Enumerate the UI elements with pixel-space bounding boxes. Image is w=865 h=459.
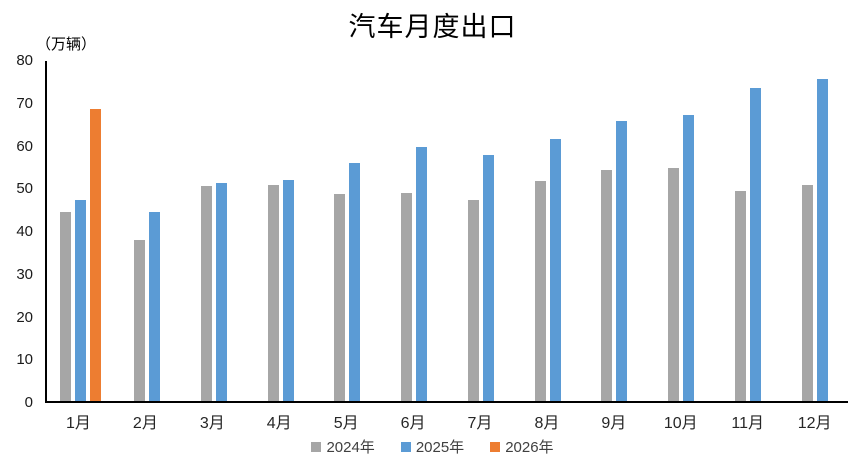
plot-area xyxy=(45,61,848,403)
y-tick-label-10: 10 xyxy=(16,351,33,369)
y-tick-label-40: 40 xyxy=(16,223,33,240)
x-tick-label-10月: 10月 xyxy=(663,415,698,432)
bar-2024年-5月 xyxy=(334,194,346,401)
x-tick-label-1月: 1月 xyxy=(66,415,91,432)
bar-group-5月 xyxy=(314,61,381,401)
bar-group-10月 xyxy=(648,61,715,401)
bar-2025年-12月 xyxy=(816,79,828,401)
chart-legend: 2024年 2025年 2026年 xyxy=(0,436,865,457)
bar-2025年-10月 xyxy=(683,115,695,401)
bar-2025年-5月 xyxy=(349,163,361,401)
bar-group-8月 xyxy=(514,61,581,401)
bar-2025年-2月 xyxy=(149,212,161,401)
x-tick-label-6月: 6月 xyxy=(400,415,426,432)
bar-2024年-2月 xyxy=(134,240,146,401)
bar-group-7月 xyxy=(448,61,515,401)
x-tick-label-8月: 8月 xyxy=(534,415,560,432)
bar-group-9月 xyxy=(581,61,648,401)
bar-group-11月 xyxy=(715,61,782,401)
bar-2025年-1月 xyxy=(74,200,86,401)
y-tick-label-80: 80 xyxy=(16,52,33,69)
bar-group-6月 xyxy=(381,61,448,401)
x-axis-tick-labels: 1月 2月 3月 4月 5月 6月 7月 8月 9月 10月 11月 12月 xyxy=(45,409,848,433)
y-tick-label-20: 20 xyxy=(16,308,33,326)
legend-label: 2026年 xyxy=(505,439,554,456)
bar-2024年-11月 xyxy=(734,191,746,401)
bar-2025年-11月 xyxy=(749,88,761,401)
bar-2026年-1月 xyxy=(89,109,101,401)
bar-2025年-9月 xyxy=(616,121,628,401)
legend-label: 2025年 xyxy=(415,439,465,456)
bar-2025年-8月 xyxy=(549,139,561,401)
bar-2024年-8月 xyxy=(534,181,546,401)
y-tick-label-0: 0 xyxy=(24,394,33,411)
y-tick-label-30: 30 xyxy=(16,265,33,283)
legend-swatch-icon xyxy=(400,441,411,452)
bar-group-1月 xyxy=(47,61,114,401)
x-tick-label-2月: 2月 xyxy=(132,415,158,432)
bar-2024年-1月 xyxy=(59,212,71,401)
x-tick-label-3月: 3月 xyxy=(199,415,225,432)
legend-item-2026年: 2026年 xyxy=(490,436,554,457)
bar-2025年-4月 xyxy=(282,180,294,401)
legend-item-2025年: 2025年 xyxy=(400,436,465,457)
y-tick-label-50: 50 xyxy=(16,180,33,198)
bar-group-4月 xyxy=(247,61,314,401)
bar-2024年-9月 xyxy=(601,170,613,401)
x-tick-label-9月: 9月 xyxy=(601,415,627,432)
bar-2024年-3月 xyxy=(200,186,212,401)
bar-group-2月 xyxy=(114,61,181,401)
chart-title: 汽车月度出口 xyxy=(348,12,517,42)
x-tick-label-12月: 12月 xyxy=(797,415,832,432)
bar-2024年-12月 xyxy=(801,185,813,401)
x-tick-label-4月: 4月 xyxy=(266,415,292,432)
x-tick-label-5月: 5月 xyxy=(333,415,359,432)
y-tick-label-70: 70 xyxy=(16,94,33,112)
bar-2025年-6月 xyxy=(416,147,428,401)
bar-2024年-7月 xyxy=(467,200,479,401)
bar-group-12月 xyxy=(781,61,848,401)
legend-swatch-icon xyxy=(311,441,322,452)
bar-2024年-4月 xyxy=(267,185,279,401)
legend-swatch-icon xyxy=(490,441,501,452)
bar-2024年-6月 xyxy=(401,193,413,401)
x-tick-label-7月: 7月 xyxy=(467,415,493,432)
legend-item-2024年: 2024年 xyxy=(311,436,375,457)
x-tick-label-11月: 11月 xyxy=(731,415,764,432)
y-tick-label-60: 60 xyxy=(16,137,33,155)
bar-2025年-3月 xyxy=(215,183,227,401)
bar-group-3月 xyxy=(181,61,248,401)
bar-2025年-7月 xyxy=(482,155,494,401)
y-axis-unit-label: （万辆） xyxy=(36,37,97,53)
bar-2024年-10月 xyxy=(668,168,680,401)
legend-label: 2024年 xyxy=(326,439,375,456)
